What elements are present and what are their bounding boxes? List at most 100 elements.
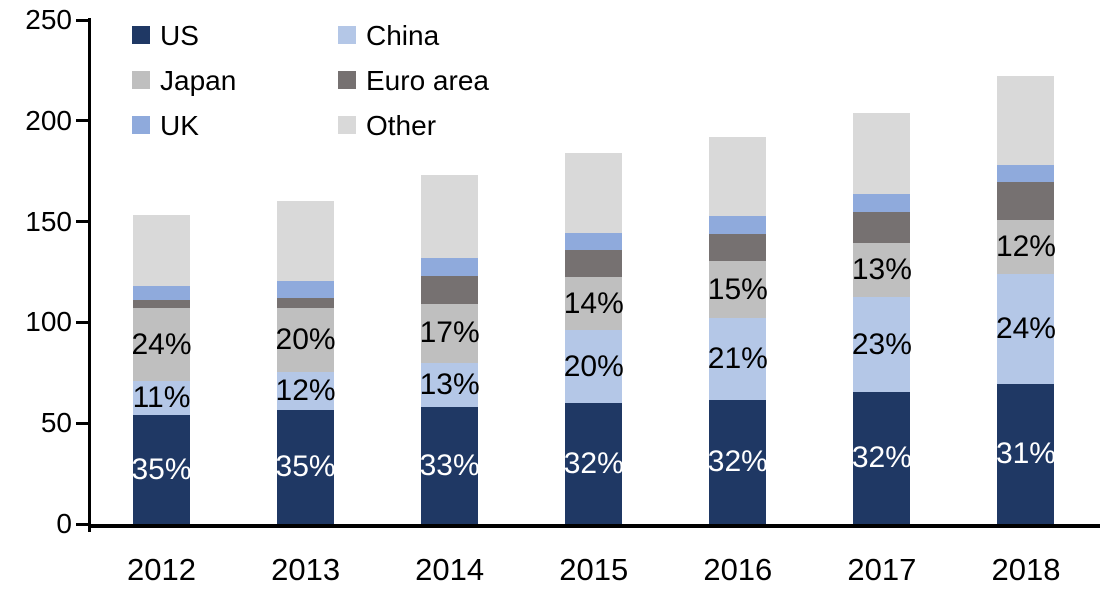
x-axis-line: [88, 524, 1100, 528]
y-tick-0: [76, 522, 88, 526]
y-tick-label-250: 250: [25, 4, 72, 35]
y-tick-50: [76, 421, 88, 425]
bar-segment-euro-area-2017: [853, 211, 911, 243]
legend-item-other: Other: [338, 110, 489, 142]
bar-segment-china-2015: [565, 330, 623, 404]
bar-segment-japan-2015: [565, 277, 623, 331]
segment-label-japan-2014: 17%: [419, 316, 480, 350]
segment-label-china-2016: 21%: [707, 342, 768, 376]
y-tick-150: [76, 220, 88, 224]
y-tick-200: [76, 119, 88, 123]
bar-segment-china-2018: [997, 274, 1055, 384]
bar-segment-other-2012: [133, 214, 190, 287]
y-tick-100: [76, 320, 88, 324]
bar-segment-us-2018: [997, 383, 1055, 524]
segment-label-us-2016: 32%: [707, 445, 768, 478]
segment-label-china-2012: 11%: [132, 381, 191, 414]
legend-item-uk: UK: [132, 110, 338, 142]
x-axis-label-2012: 2012: [127, 552, 196, 587]
legend-label-japan: Japan: [160, 65, 237, 96]
legend-item-china: China: [338, 20, 489, 52]
bar-segment-japan-2016: [709, 260, 767, 319]
legend-swatch-japan: [132, 71, 150, 89]
bar-segment-other-2018: [997, 76, 1055, 166]
bar-segment-uk-2018: [997, 165, 1055, 183]
bar-segment-china-2014: [421, 362, 479, 408]
y-axis-line: [88, 18, 91, 532]
bar-segment-japan-2012: [133, 308, 190, 381]
x-axis-label-2018: 2018: [991, 552, 1061, 587]
bar-segment-us-2013: [277, 410, 335, 524]
segment-label-us-2012: 35%: [131, 452, 192, 486]
bar-segment-china-2016: [709, 318, 767, 400]
segment-label-us-2015: 32%: [563, 446, 624, 480]
y-tick-250: [76, 18, 88, 22]
segment-label-japan-2013: 20%: [275, 323, 336, 357]
segment-label-china-2018: 24%: [995, 311, 1056, 345]
y-tick-label-200: 200: [25, 104, 72, 136]
y-tick-label-0: 0: [56, 508, 72, 539]
bar-segment-uk-2016: [709, 215, 767, 234]
segment-label-us-2017: 32%: [851, 440, 912, 474]
bar-segment-other-2015: [565, 153, 623, 233]
segment-label-japan-2012: 24%: [131, 327, 192, 361]
bar-segment-japan-2013: [277, 308, 335, 372]
legend-swatch-uk: [132, 116, 150, 134]
x-axis-label-2014: 2014: [415, 552, 485, 587]
bar-segment-us-2017: [853, 391, 911, 524]
x-axis-label-2013: 2013: [271, 552, 341, 587]
bar-segment-china-2013: [277, 371, 335, 411]
bar-segment-other-2017: [853, 112, 911, 195]
bar-segment-uk-2014: [421, 257, 479, 277]
segment-label-us-2014: 33%: [419, 448, 480, 482]
bar-segment-uk-2017: [853, 194, 911, 212]
bar-segment-us-2016: [709, 400, 767, 524]
legend-label-china: China: [366, 20, 440, 51]
bar-segment-uk-2013: [277, 281, 335, 299]
bar-segment-euro-area-2014: [421, 276, 479, 305]
y-tick-label-50: 50: [40, 407, 72, 439]
bar-segment-uk-2015: [565, 232, 623, 250]
legend-label-us: US: [160, 20, 199, 51]
bar-segment-other-2013: [277, 201, 335, 282]
legend-item-euro-area: Euro area: [338, 65, 489, 97]
bar-segment-other-2016: [709, 136, 767, 216]
segment-label-japan-2016: 15%: [707, 272, 768, 306]
bar-segment-other-2014: [421, 175, 479, 258]
bar-segment-japan-2014: [421, 304, 479, 363]
segment-label-japan-2018: 12%: [995, 229, 1056, 263]
legend-swatch-china: [338, 26, 356, 44]
segment-label-china-2017: 23%: [851, 327, 912, 361]
segment-label-china-2015: 20%: [563, 349, 624, 383]
bar-segment-japan-2017: [853, 242, 911, 298]
y-tick-label-150: 150: [25, 205, 72, 237]
segment-label-japan-2015: 14%: [563, 286, 624, 320]
legend-swatch-us: [132, 26, 150, 44]
bar-segment-china-2017: [853, 297, 911, 392]
bar-segment-euro-area-2016: [709, 233, 767, 261]
y-tick-label-100: 100: [25, 306, 72, 338]
bar-segment-euro-area-2015: [565, 249, 623, 278]
bar-segment-euro-area-2012: [133, 300, 190, 309]
legend-label-other: Other: [366, 110, 437, 141]
segment-label-us-2013: 35%: [275, 450, 336, 484]
legend: US China Japan Euro area UK Other: [132, 20, 489, 142]
bar-segment-euro-area-2018: [997, 182, 1055, 220]
segment-label-japan-2017: 13%: [851, 252, 912, 286]
bar-segment-us-2014: [421, 407, 479, 524]
legend-item-japan: Japan: [132, 65, 338, 97]
legend-swatch-other: [338, 116, 356, 134]
legend-label-uk: UK: [160, 110, 199, 141]
bar-segment-us-2015: [565, 403, 623, 524]
segment-label-china-2013: 12%: [275, 373, 336, 407]
x-axis-label-2016: 2016: [703, 552, 773, 587]
legend-swatch-euro-area: [338, 71, 356, 89]
x-axis-label-2017: 2017: [847, 552, 917, 587]
segment-label-china-2014: 13%: [419, 367, 480, 401]
bar-segment-euro-area-2013: [277, 298, 335, 309]
legend-label-euro-area: Euro area: [366, 65, 489, 96]
segment-label-us-2018: 31%: [995, 436, 1056, 470]
bar-segment-china-2012: [133, 380, 190, 416]
bar-segment-us-2012: [133, 415, 190, 524]
